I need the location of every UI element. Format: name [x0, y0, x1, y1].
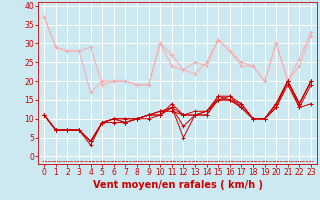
X-axis label: Vent moyen/en rafales ( km/h ): Vent moyen/en rafales ( km/h ) [92, 180, 263, 190]
